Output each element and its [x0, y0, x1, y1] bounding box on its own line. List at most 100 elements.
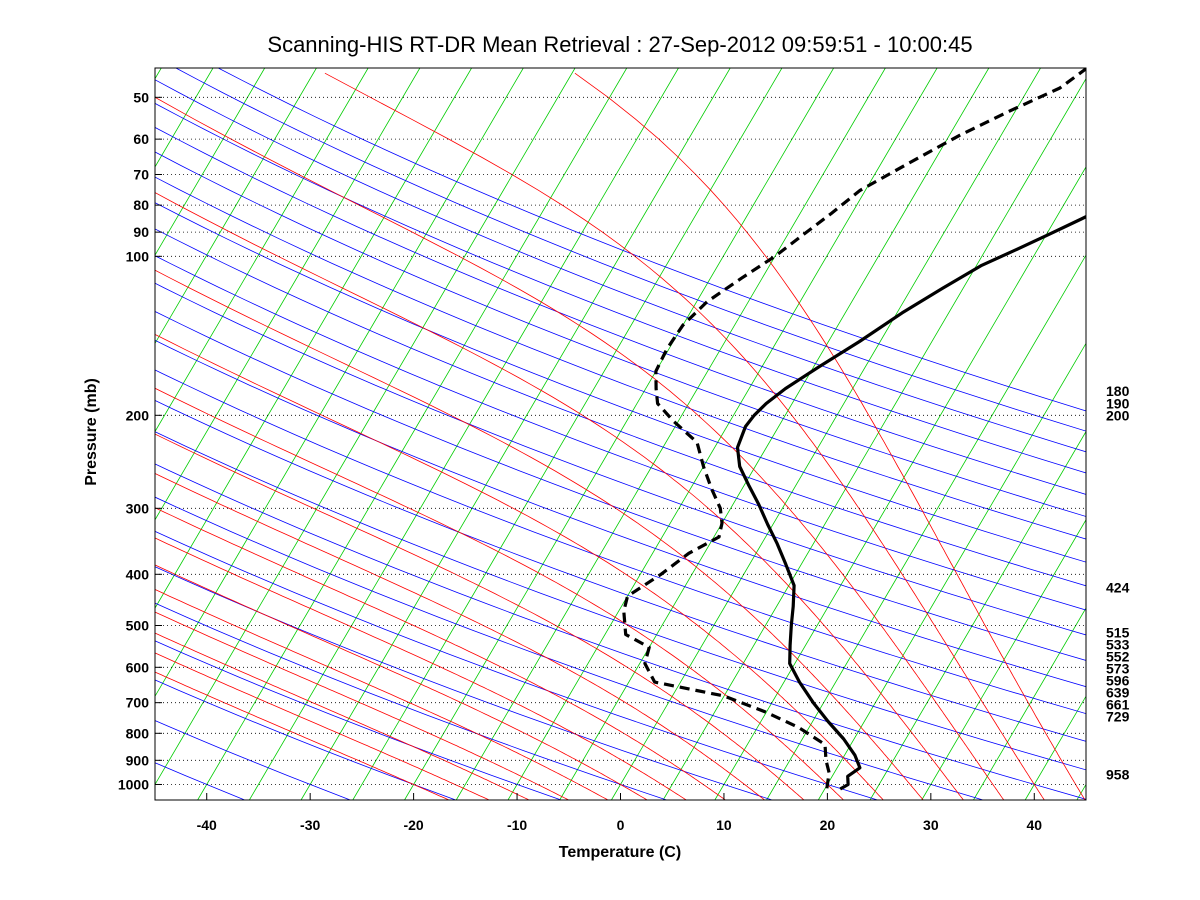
- x-axis-label: Temperature (C): [559, 844, 681, 861]
- series-layer: [622, 68, 1086, 791]
- y-tick-label: 90: [133, 224, 149, 240]
- moist-adiabat-line: [155, 192, 964, 800]
- y-tick-label: 900: [126, 752, 150, 768]
- x-tick-label: -20: [403, 817, 423, 833]
- dry-adiabat-line: [155, 311, 1086, 661]
- moist-adiabat-line: [324, 72, 1045, 800]
- x-tick-label: 10: [716, 817, 732, 833]
- level-label: 552: [1106, 648, 1130, 664]
- dry-adiabat-line: [155, 255, 1086, 611]
- dry-adiabat-line: [155, 530, 878, 800]
- moist-adiabat-line: [155, 507, 726, 800]
- level-label: 533: [1106, 636, 1130, 652]
- dry-adiabat-line: [155, 496, 984, 800]
- y-tick-label: 200: [126, 407, 150, 423]
- dry-adiabat-line: [155, 339, 1086, 688]
- level-label: 424: [1106, 580, 1130, 596]
- dry-adiabat-line: [175, 68, 1086, 432]
- y-tick-label: 600: [126, 659, 150, 675]
- isotherm-line: [155, 68, 266, 256]
- isotherm-line: [300, 68, 731, 800]
- dry-adiabat-line: [155, 176, 1086, 540]
- isotherm-line: [921, 519, 1086, 800]
- isotherm-line: [155, 68, 524, 698]
- dry-adiabat-line: [155, 202, 1086, 563]
- background-lines: [155, 68, 1086, 800]
- x-tick-label: -40: [197, 817, 217, 833]
- isotherm-line: [817, 342, 1086, 800]
- isotherm-line: [155, 68, 369, 433]
- moist-adiabat-line: [155, 652, 490, 800]
- level-label: 596: [1106, 672, 1130, 688]
- dry-adiabat-line: [155, 431, 1086, 771]
- dry-adiabat-line: [155, 399, 1086, 742]
- dry-adiabat-line: [218, 68, 1086, 412]
- x-tick-label: -10: [507, 817, 527, 833]
- moist-adiabat-line: [155, 96, 1005, 800]
- isotherm-line: [973, 607, 1086, 800]
- isotherm-line: [869, 430, 1086, 800]
- isotherm-line: [507, 68, 938, 800]
- isotherm-line: [611, 68, 1041, 800]
- x-tick-label: 30: [923, 817, 939, 833]
- moist-adiabat-line: [155, 564, 648, 800]
- y-tick-label: 700: [126, 695, 150, 711]
- isotherm-line: [249, 68, 679, 800]
- y-tick-label: 100: [126, 248, 150, 264]
- level-label: 958: [1106, 767, 1130, 783]
- dry-adiabat-line: [155, 640, 562, 800]
- level-label: 573: [1106, 660, 1130, 676]
- x-axis: -40 -30 -20 -10 0 10 20 30 40: [197, 793, 1042, 833]
- isotherm-line: [155, 68, 472, 609]
- isotherm-line: [662, 77, 1086, 800]
- dry-adiabat-line: [155, 602, 667, 800]
- y-tick-label: 300: [126, 500, 150, 516]
- level-label: 180: [1106, 383, 1130, 399]
- y-tick-label: 60: [133, 131, 149, 147]
- moist-adiabat-line: [155, 433, 805, 800]
- dry-adiabat-line: [155, 79, 1086, 453]
- moist-adiabat-line: [155, 387, 844, 800]
- x-tick-label: 0: [617, 817, 625, 833]
- isotherm-line: [559, 68, 990, 800]
- isotherm-line: [714, 166, 1086, 800]
- dry-adiabat-line: [155, 566, 773, 800]
- x-tick-label: 40: [1026, 817, 1042, 833]
- x-tick-label: -30: [300, 817, 320, 833]
- dewpoint-profile-line: [622, 68, 1086, 790]
- isotherm-line: [155, 68, 421, 521]
- isotherm-line: [404, 68, 835, 800]
- y-tick-label: 800: [126, 725, 150, 741]
- isotherm-line: [197, 68, 628, 800]
- y-tick-label: 400: [126, 566, 150, 582]
- isotherm-line: [455, 68, 886, 800]
- y-tick-label: 1000: [118, 776, 149, 792]
- moist-adiabat-line: [574, 72, 1086, 800]
- level-label: 200: [1106, 408, 1130, 424]
- dry-adiabat-line: [155, 151, 1086, 517]
- dry-adiabat-line: [155, 126, 1086, 495]
- dry-adiabat-line: [155, 102, 1086, 474]
- level-label: 729: [1106, 708, 1130, 724]
- y-tick-label: 500: [126, 617, 150, 633]
- level-label: 661: [1106, 696, 1130, 712]
- chart-title: Scanning-HIS RT-DR Mean Retrieval : 27-S…: [267, 32, 972, 57]
- y-tick-label: 70: [133, 167, 149, 183]
- moist-adiabat-line: [155, 537, 687, 800]
- dry-adiabat-line: [155, 282, 1086, 636]
- dry-adiabat-line: [155, 369, 1086, 715]
- level-label: 190: [1106, 396, 1130, 412]
- isotherm-line: [155, 68, 317, 345]
- x-tick-label: 20: [820, 817, 836, 833]
- dry-adiabat-line: [155, 463, 1086, 800]
- isotherm-line: [766, 254, 1086, 800]
- moist-adiabat-line: [155, 671, 450, 800]
- y-tick-label: 50: [133, 89, 149, 105]
- y-axis: 50 60 70 80 90 100 200 300 400 500 600 700 800 900 100…: [118, 89, 162, 792]
- level-label: 515: [1106, 624, 1130, 640]
- y-axis-label: Pressure (mb): [83, 378, 100, 486]
- temperature-profile-line: [735, 214, 1086, 791]
